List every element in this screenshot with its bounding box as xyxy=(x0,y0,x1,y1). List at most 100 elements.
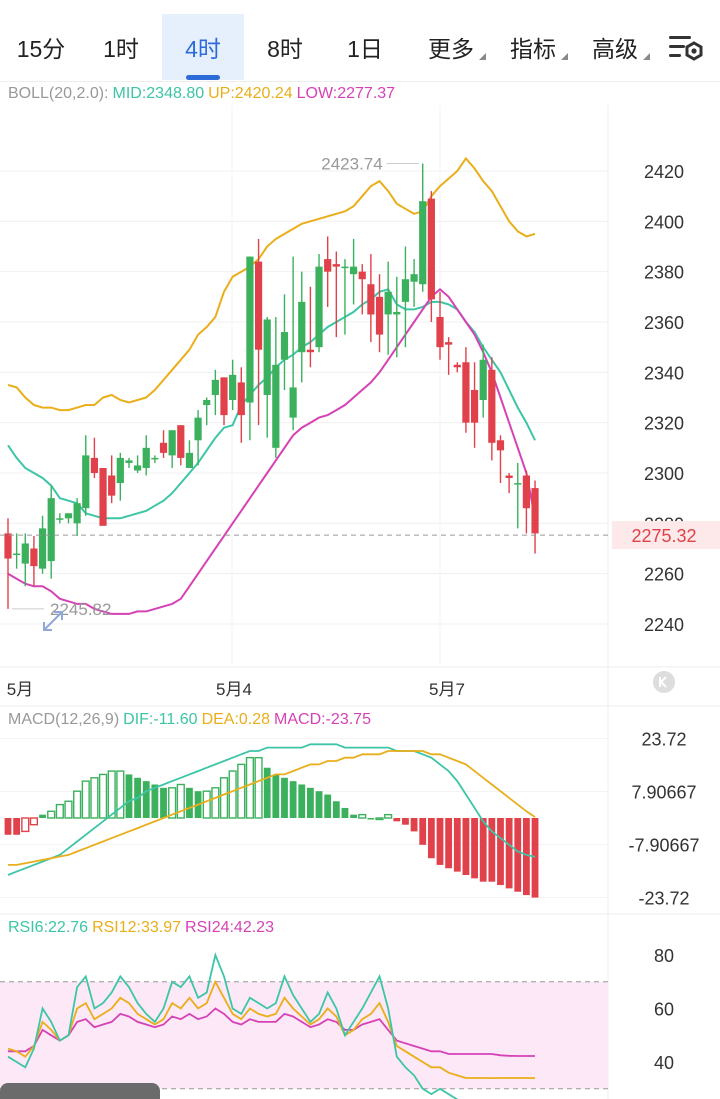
macd-histogram-bar xyxy=(168,787,177,819)
timeframe-tabbar: 15分 1时 4时 8时 1日 更多 指标 高级 xyxy=(0,0,720,82)
candle-body xyxy=(410,274,418,282)
dropdown-caret-icon xyxy=(479,53,486,60)
rsi6-value: RSI6:22.76 xyxy=(8,919,89,936)
macd-histogram-bar xyxy=(254,756,263,819)
candle-body xyxy=(445,342,453,345)
macd-histogram-bar xyxy=(479,818,487,882)
boll-upper-line xyxy=(7,156,536,412)
tab-15min[interactable]: 15分 xyxy=(8,14,74,80)
tab-more[interactable]: 更多 xyxy=(420,14,486,80)
boll-lower-line xyxy=(7,287,537,615)
expand-arrows-icon xyxy=(43,611,63,631)
price-axis-tick: 2320 xyxy=(644,414,684,434)
macd-histogram-bar xyxy=(21,817,30,833)
candle-body xyxy=(332,264,340,267)
scroll-icon-circle xyxy=(653,671,675,693)
tab-label: 1日 xyxy=(347,36,383,62)
macd-histogram-bar xyxy=(245,756,255,819)
candle-body xyxy=(315,266,323,348)
candle-body xyxy=(151,457,159,460)
candle-body xyxy=(47,498,55,562)
macd-histogram-bar xyxy=(332,801,340,818)
macd-histogram-bar xyxy=(419,818,427,845)
macd-histogram-bar xyxy=(281,777,288,818)
macd-histogram-bar xyxy=(39,814,46,818)
candle-body xyxy=(4,533,12,559)
macd-histogram-bar xyxy=(384,813,393,819)
macd-axis-tick: -7.90667 xyxy=(628,836,699,856)
candle-body xyxy=(375,296,384,335)
macd-histogram-bar xyxy=(436,818,444,865)
macd-histogram-bar xyxy=(47,810,56,819)
candle-body xyxy=(470,389,479,423)
macd-histogram-bar xyxy=(64,800,73,819)
boll-mid-value: MID:2348.80 xyxy=(112,85,205,102)
high-price-annotation: 2423.74 xyxy=(321,154,382,173)
macd-histogram-bar xyxy=(186,787,193,818)
tab-1hour[interactable]: 1时 xyxy=(88,14,154,80)
rsi24-value: RSI24:42.23 xyxy=(185,919,274,936)
candle-body xyxy=(56,518,64,520)
tab-label: 指标 xyxy=(510,36,556,62)
tab-label: 4时 xyxy=(185,36,221,62)
expand-arrows-path xyxy=(43,611,63,631)
chart-settings-icon[interactable] xyxy=(666,32,706,66)
tab-advanced[interactable]: 高级 xyxy=(584,14,650,80)
candle-body xyxy=(306,349,314,353)
candle-body xyxy=(427,198,435,300)
candle-body xyxy=(324,259,332,272)
macd-dea-value: DEA:0.28 xyxy=(201,711,271,728)
macd-histogram-value: MACD:-23.75 xyxy=(274,711,371,728)
macd-histogram-bar xyxy=(125,774,133,818)
low-price-annotation: 2245.82 xyxy=(50,600,111,619)
macd-histogram-bar xyxy=(497,818,504,886)
macd-histogram-bar xyxy=(13,818,21,835)
candle-body xyxy=(246,256,254,403)
scroll-icon-arrow xyxy=(659,676,667,688)
macd-histogram-bar xyxy=(375,817,384,821)
candle-body xyxy=(280,332,289,360)
price-axis-tick: 2420 xyxy=(644,162,684,182)
rsi-axis-tick: 40 xyxy=(654,1053,674,1073)
macd-histogram-bar xyxy=(307,787,314,818)
price-axis-tick: 2380 xyxy=(644,263,684,283)
tab-label: 更多 xyxy=(428,36,474,62)
candle-body xyxy=(531,488,539,534)
candle-body xyxy=(298,301,306,353)
macd-histogram-bar xyxy=(523,818,530,896)
tab-indicators[interactable]: 指标 xyxy=(502,14,568,80)
macd-histogram-bar xyxy=(272,774,280,818)
candle-body xyxy=(229,374,237,401)
macd-histogram-bar xyxy=(289,781,297,818)
candle-body xyxy=(134,465,142,471)
tab-8hour[interactable]: 8时 xyxy=(252,14,318,80)
candle-body xyxy=(64,513,73,519)
macd-histogram-bar xyxy=(427,818,435,859)
macd-axis-tick: 7.90667 xyxy=(631,783,696,803)
candle-body xyxy=(496,440,505,451)
candle-body xyxy=(289,387,297,418)
candle-body xyxy=(203,400,211,406)
candle-body xyxy=(419,201,427,285)
bottom-toast xyxy=(0,1083,160,1099)
candle-body xyxy=(30,548,38,567)
macd-dif-line xyxy=(7,743,536,876)
macd-histogram-bar xyxy=(160,787,167,818)
macd-histogram-bar xyxy=(211,787,220,819)
macd-histogram-bar xyxy=(237,763,246,819)
tab-label: 1时 xyxy=(103,36,139,62)
candle-body xyxy=(384,291,392,315)
boll-label: BOLL(20,2.0): xyxy=(8,85,109,102)
tab-4hour[interactable]: 4时 xyxy=(162,14,244,80)
candle-body xyxy=(194,417,202,441)
candle-body xyxy=(401,279,410,302)
macd-histogram-bar xyxy=(445,818,453,869)
macd-histogram-bar xyxy=(367,818,375,820)
tab-1day[interactable]: 1日 xyxy=(332,14,398,80)
macd-histogram-bar xyxy=(350,814,357,818)
candle-body xyxy=(168,430,176,456)
dropdown-caret-icon xyxy=(561,53,568,60)
tab-label: 15分 xyxy=(16,36,66,62)
candle-body xyxy=(159,442,168,453)
